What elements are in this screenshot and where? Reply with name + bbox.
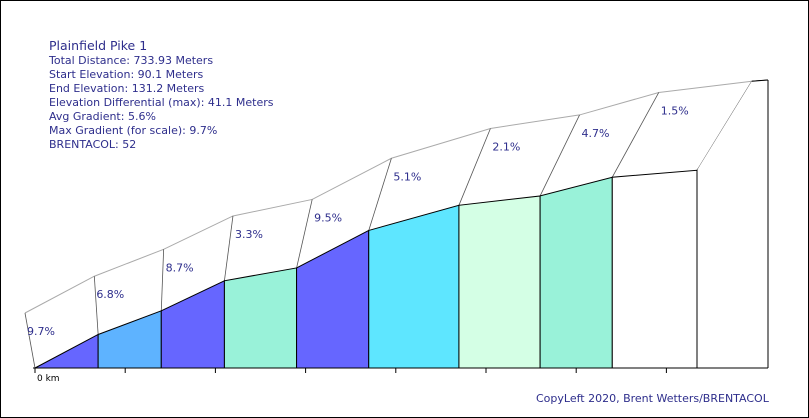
info-brentacol: BRENTACOL: 52 <box>49 138 136 151</box>
gradient-label: 9.7% <box>27 325 55 338</box>
wall-right-face <box>697 80 768 368</box>
wall-connector <box>93 276 99 335</box>
wall-connector <box>611 92 660 178</box>
gradient-label: 8.7% <box>166 261 194 274</box>
info-elevation-differential: Elevation Differential (max): 41.1 Meter… <box>49 96 274 109</box>
info-block: Plainfield Pike 1 Total Distance: 733.93… <box>48 38 274 151</box>
wall-face <box>540 92 659 196</box>
wall-face <box>25 276 99 368</box>
wall-connector <box>458 128 491 206</box>
wall-face <box>161 215 233 311</box>
gradient-label: 2.1% <box>492 140 520 153</box>
wall-right-outline-top <box>751 79 769 82</box>
wall-face <box>224 199 313 281</box>
gradient-segment-fills <box>34 169 698 369</box>
wall-connector <box>368 158 392 231</box>
gradient-label: 1.5% <box>661 104 689 117</box>
wall-connector <box>24 312 36 369</box>
gradient-labels: 9.7% 6.8% 8.7% 3.3% 9.5% 5.1% 2.1% 4.7% 1.5% <box>27 104 689 338</box>
wall-face <box>458 114 580 206</box>
copyright-credit: CopyLeft 2020, Brent Wetters/BRENTACOL <box>536 392 770 405</box>
wall-face <box>296 158 392 268</box>
distance-axis <box>33 367 768 373</box>
wall-connector <box>539 114 580 197</box>
gradient-segment <box>223 267 298 369</box>
wall-connector <box>224 215 234 281</box>
gradient-label: 5.1% <box>393 170 421 183</box>
info-max-gradient: Max Gradient (for scale): 9.7% <box>49 124 217 137</box>
gradient-segment <box>368 204 460 369</box>
info-total-distance: Total Distance: 733.93 Meters <box>48 54 213 67</box>
info-end-elevation: End Elevation: 131.2 Meters <box>49 82 205 95</box>
profile-3d-walls <box>24 79 769 369</box>
gradient-segment <box>539 176 613 369</box>
gradient-label: 6.8% <box>96 288 124 301</box>
info-avg-gradient: Avg Gradient: 5.6% <box>49 110 156 123</box>
gradient-label: 3.3% <box>235 228 263 241</box>
wall-connector <box>160 249 165 311</box>
wall-back-edge <box>24 80 752 314</box>
gradient-label: 4.7% <box>582 127 610 140</box>
gradient-segment <box>611 169 698 369</box>
wall-connector <box>296 199 313 269</box>
wall-face <box>612 81 752 178</box>
gradient-label: 9.5% <box>314 211 342 224</box>
wall-face <box>368 128 491 231</box>
x-axis-start-label: 0 km <box>37 374 60 384</box>
info-start-elevation: Start Elevation: 90.1 Meters <box>49 68 204 81</box>
info-title: Plainfield Pike 1 <box>49 38 147 53</box>
wall-face <box>94 249 164 335</box>
gradient-segment <box>458 195 541 369</box>
